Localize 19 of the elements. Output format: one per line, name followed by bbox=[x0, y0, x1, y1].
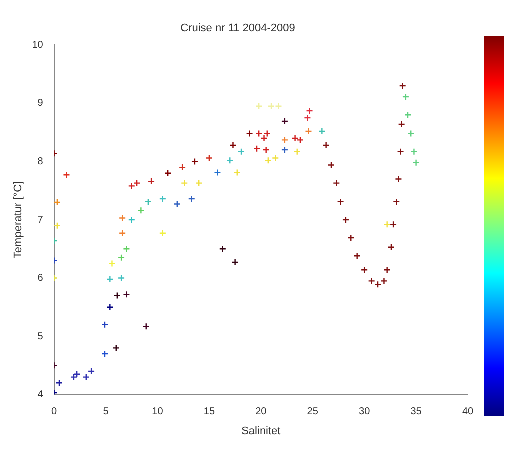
x-tick-label: 20 bbox=[256, 406, 268, 418]
x-tick-label: 0 bbox=[52, 406, 58, 418]
y-tick-label: 4 bbox=[38, 390, 44, 401]
y-tick-label: 8 bbox=[38, 156, 44, 168]
y-tick-label: 6 bbox=[38, 273, 44, 284]
x-tick-label: 5 bbox=[103, 406, 110, 418]
x-tick-label: 40 bbox=[462, 406, 474, 418]
x-tick-label: 25 bbox=[307, 406, 319, 418]
y-axis-title: Temperatur [°C] bbox=[12, 181, 25, 259]
y-tick-label: 5 bbox=[38, 331, 44, 342]
y-tick-label: 10 bbox=[32, 40, 44, 51]
y-tick-label: 7 bbox=[38, 214, 44, 226]
chart-title: Cruise nr 11 2004-2009 bbox=[180, 22, 296, 35]
x-tick-label: 15 bbox=[204, 406, 216, 418]
y-tick-label: 9 bbox=[38, 98, 44, 110]
x-tick-label: 30 bbox=[359, 406, 371, 418]
x-axis-title: Salinitet bbox=[242, 425, 281, 438]
x-tick-label: 35 bbox=[410, 406, 422, 418]
x-tick-label: 10 bbox=[152, 406, 164, 418]
